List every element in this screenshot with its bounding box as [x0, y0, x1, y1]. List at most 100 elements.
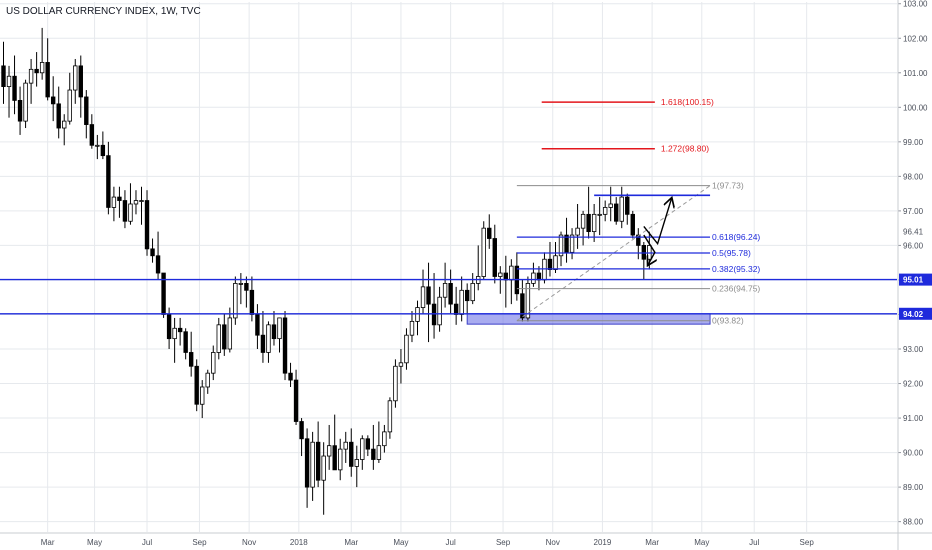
candle — [343, 431, 348, 463]
candle — [23, 79, 28, 129]
candle — [128, 183, 133, 225]
candle-body-down — [636, 234, 641, 246]
candle-body-up — [619, 196, 624, 222]
candle — [67, 72, 72, 125]
candle — [150, 238, 155, 263]
candle — [453, 286, 459, 325]
candle — [299, 418, 304, 457]
candle — [255, 304, 260, 350]
candle — [531, 262, 536, 287]
fib-level-label: 0.236(94.75) — [712, 284, 760, 294]
candle — [139, 186, 144, 225]
candle — [326, 424, 332, 470]
candle — [39, 27, 45, 80]
x-tick-label: Jul — [446, 538, 456, 547]
candle — [487, 214, 492, 249]
candle-body-down — [371, 448, 376, 460]
candle-body-down — [288, 372, 293, 381]
candle-body-down — [1, 65, 6, 87]
candle-body-up — [393, 365, 398, 402]
candle — [216, 317, 221, 360]
candle-body-up — [172, 327, 177, 340]
candle-body-down — [426, 286, 431, 305]
x-tick-label: Mar — [41, 538, 55, 547]
candle — [315, 421, 321, 488]
candle-body-up — [139, 200, 144, 202]
candle — [122, 190, 128, 229]
candle-body-up — [569, 234, 575, 253]
candle — [6, 65, 12, 118]
candle — [50, 76, 56, 122]
candle — [525, 276, 531, 322]
candle-body-up — [575, 227, 580, 236]
candle — [420, 269, 426, 315]
candle-body-down — [520, 293, 525, 319]
candle — [227, 307, 233, 353]
candle-body-down — [260, 334, 266, 353]
x-tick-label: Jul — [142, 538, 152, 547]
candle-body-down — [45, 62, 50, 98]
candle-body-down — [271, 324, 277, 340]
candle — [580, 210, 586, 246]
candle — [233, 276, 238, 325]
x-tick-label: May — [393, 538, 408, 547]
candle-body-up — [200, 386, 205, 405]
y-tick-label: 92.00 — [903, 380, 924, 389]
fib-trend-line — [516, 185, 711, 322]
price-label-box — [899, 273, 932, 286]
candle-body-up — [597, 213, 602, 216]
candle-body-down — [453, 303, 459, 315]
candle — [106, 141, 111, 215]
candle-body-up — [509, 265, 514, 281]
candle — [409, 311, 415, 343]
candle — [492, 224, 497, 284]
price-label: 95.01 — [903, 276, 924, 285]
candle-body-down — [448, 283, 453, 305]
x-tick-label: Jul — [749, 538, 759, 547]
candle — [89, 114, 95, 149]
candle-body-up — [73, 65, 78, 91]
candle-body-up — [558, 234, 564, 257]
x-tick-label: Sep — [496, 538, 511, 547]
y-tick-label: 90.00 — [903, 449, 924, 458]
candle — [415, 300, 420, 336]
candle — [591, 203, 597, 242]
candle — [586, 186, 591, 239]
candle — [481, 221, 486, 280]
x-tick-label: Mar — [645, 538, 659, 547]
candle — [117, 186, 122, 218]
candle-body-down — [34, 68, 39, 74]
candle — [56, 86, 61, 139]
candle-body-up — [28, 68, 34, 84]
candle-body-down — [332, 445, 337, 471]
candle-body-down — [106, 155, 111, 208]
candle — [625, 193, 630, 225]
candle-body-down — [17, 100, 23, 122]
candle — [277, 317, 282, 353]
candle-body-down — [547, 258, 553, 270]
candle-body-down — [150, 248, 155, 257]
candle-body-up — [266, 324, 271, 353]
candle — [393, 359, 398, 408]
candle-body-up — [238, 283, 244, 285]
x-tick-label: Mar — [344, 538, 358, 547]
candle-body-down — [586, 213, 591, 233]
y-tick-label: 91.00 — [903, 414, 924, 423]
candle — [260, 311, 266, 363]
candle-body-up — [531, 272, 536, 284]
candle-body-up — [360, 438, 365, 460]
y-tick-label: 102.00 — [903, 34, 928, 43]
candle-body-up — [216, 324, 221, 353]
candle — [194, 359, 199, 412]
fib-level-label: 0(93.82) — [712, 316, 744, 326]
candle — [111, 186, 117, 222]
candle — [636, 228, 641, 260]
candle — [238, 273, 244, 305]
x-tick-label: Nov — [242, 538, 256, 547]
y-tick-label: 89.00 — [903, 483, 924, 492]
candle — [387, 397, 393, 439]
candle-body-up — [591, 213, 597, 233]
x-tick-label: Sep — [192, 538, 207, 547]
